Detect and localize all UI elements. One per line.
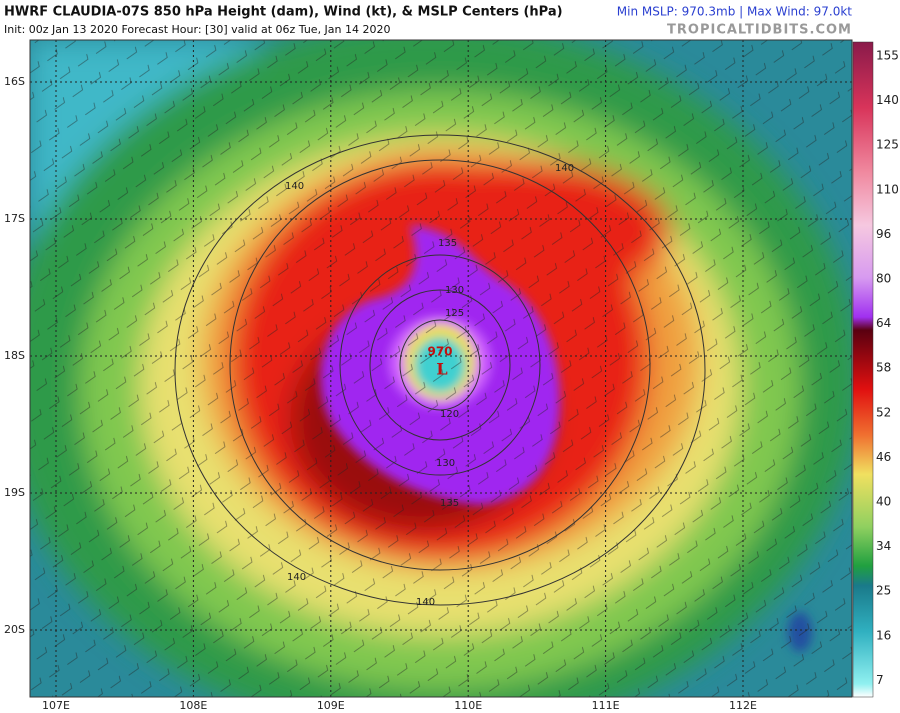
contour-label: 130 — [436, 458, 455, 469]
colorbar-tick-label: 140 — [876, 93, 899, 107]
colorbar-tick-label: 64 — [876, 316, 891, 330]
subtitle: Init: 00z Jan 13 2020 Forecast Hour: [30… — [4, 23, 391, 36]
contour-label: 135 — [440, 498, 459, 509]
low-symbol: L — [436, 360, 447, 379]
map: 140 140 135 130 125 120 130 135 140 140 … — [30, 40, 852, 697]
contour-label: 140 — [555, 163, 574, 174]
lat-label: 19S — [4, 486, 25, 499]
contour-label: 125 — [445, 308, 464, 319]
contour-label: 135 — [438, 238, 457, 249]
colorbar-tick-label: 80 — [876, 272, 891, 286]
colorbar-tick-label: 46 — [876, 450, 891, 464]
colorbar-tick-label: 125 — [876, 138, 899, 152]
colorbar-tick-label: 155 — [876, 49, 899, 63]
stats: Min MSLP: 970.3mb | Max Wind: 97.0kt — [617, 5, 852, 19]
map-frame — [29, 39, 853, 698]
lon-label: 110E — [454, 699, 482, 712]
lon-label: 112E — [729, 699, 757, 712]
contour-label: 120 — [440, 409, 459, 420]
contour-label: 130 — [445, 285, 464, 296]
colorbar-tick-label: 16 — [876, 628, 891, 642]
colorbar-tick-label: 58 — [876, 361, 891, 375]
lat-label: 20S — [4, 623, 25, 636]
lon-label: 111E — [592, 699, 620, 712]
contour-label: 140 — [285, 181, 304, 192]
lat-label: 16S — [4, 75, 25, 88]
title: HWRF CLAUDIA-07S 850 hPa Height (dam), W… — [4, 5, 563, 20]
lon-label: 107E — [42, 699, 70, 712]
colorbar-tick-label: 52 — [876, 405, 891, 419]
colorbar — [852, 41, 874, 698]
contour-label: 140 — [416, 597, 435, 608]
center-pressure: 970 — [427, 345, 452, 359]
colorbar-tick-label: 40 — [876, 495, 891, 509]
contour-label: 140 — [287, 572, 306, 583]
colorbar-tick-label: 25 — [876, 584, 891, 598]
colorbar-tick-label: 96 — [876, 227, 891, 241]
colorbar-tick-label: 7 — [876, 673, 884, 687]
lon-label: 108E — [179, 699, 207, 712]
colorbar-tick-label: 34 — [876, 539, 891, 553]
lon-label: 109E — [317, 699, 345, 712]
lat-label: 17S — [4, 212, 25, 225]
lat-label: 18S — [4, 349, 25, 362]
source: TROPICALTIDBITS.COM — [667, 23, 852, 38]
colorbar-tick-label: 110 — [876, 182, 899, 196]
